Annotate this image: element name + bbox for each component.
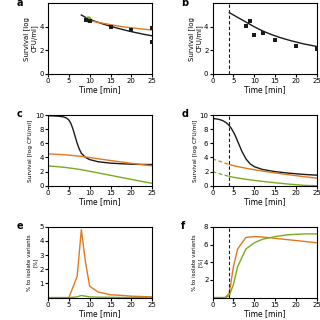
- Point: [273, 37, 278, 42]
- Y-axis label: Survival [log CFU/ml]: Survival [log CFU/ml]: [193, 119, 198, 181]
- Y-axis label: Survival [log
CFU/ml]: Survival [log CFU/ml]: [188, 17, 203, 60]
- Point: [129, 28, 134, 33]
- Text: d: d: [181, 109, 188, 119]
- Text: c: c: [17, 109, 22, 119]
- Point: [108, 24, 113, 29]
- Point: [248, 18, 253, 23]
- Point: [293, 43, 299, 48]
- Text: f: f: [181, 221, 186, 231]
- Point: [260, 30, 265, 35]
- Point: [314, 47, 319, 52]
- X-axis label: Time [min]: Time [min]: [79, 197, 121, 206]
- Point: [83, 17, 88, 22]
- Y-axis label: % to isolate variants
[%]: % to isolate variants [%]: [192, 234, 203, 291]
- X-axis label: Time [min]: Time [min]: [244, 197, 285, 206]
- Point: [252, 33, 257, 38]
- Text: a: a: [17, 0, 23, 8]
- Point: [87, 18, 92, 23]
- Text: b: b: [181, 0, 188, 8]
- Y-axis label: % to isolate variants
[%]: % to isolate variants [%]: [27, 234, 38, 291]
- Point: [244, 23, 249, 28]
- X-axis label: Time [min]: Time [min]: [79, 85, 121, 94]
- X-axis label: Time [min]: Time [min]: [79, 309, 121, 318]
- Point: [150, 40, 155, 45]
- Text: e: e: [17, 221, 23, 231]
- Y-axis label: Survival [log
CFU/ml]: Survival [log CFU/ml]: [23, 17, 38, 60]
- X-axis label: Time [min]: Time [min]: [244, 309, 285, 318]
- Y-axis label: Survival [log CFU/ml]: Survival [log CFU/ml]: [28, 119, 34, 181]
- Point: [150, 25, 155, 30]
- X-axis label: Time [min]: Time [min]: [244, 85, 285, 94]
